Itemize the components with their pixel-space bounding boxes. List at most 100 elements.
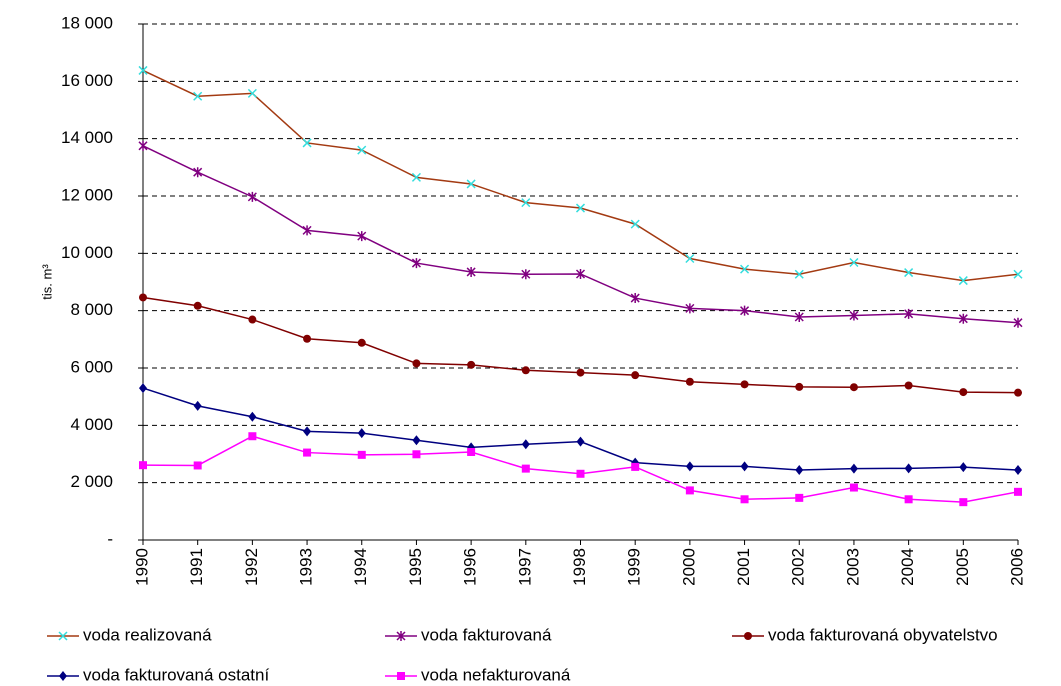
x-tick-label: 1990 [132,548,151,586]
marker [849,483,858,492]
marker [631,462,640,471]
marker [849,257,859,268]
marker [248,432,257,441]
marker [411,258,421,269]
marker [303,426,312,437]
series [139,293,1022,397]
legend-marker [396,631,406,641]
y-tick-label: - [107,529,113,548]
y-tick-label: 18 000 [61,13,113,32]
marker [1014,388,1022,397]
marker [357,145,367,155]
legend-item: voda nefakturovaná [385,665,571,684]
marker [685,303,695,314]
x-tick-label: 1992 [242,548,261,586]
y-tick-label: 4 000 [70,415,113,434]
marker [959,388,968,397]
legend-label: voda fakturovaná obyvatelstvo [768,625,998,644]
legend-item: voda fakturovaná ostatní [47,665,269,684]
legend-item: voda fakturovaná obyvatelstvo [732,625,998,644]
marker [740,461,749,472]
x-tick-label: 1994 [351,548,370,586]
marker [412,435,421,446]
marker [193,91,203,101]
marker [1014,465,1022,476]
series-line [142,145,1019,324]
y-tick-label: 8 000 [70,300,113,319]
marker [795,493,804,502]
marker [521,439,530,450]
marker [959,462,968,473]
legend-label: voda nefakturovaná [421,665,571,684]
marker [1013,269,1023,279]
marker [521,269,531,280]
marker [357,428,366,439]
marker [631,371,640,380]
marker [630,293,640,304]
marker [849,310,859,321]
x-tick-label: 2003 [843,548,862,586]
marker [521,464,530,473]
marker [193,301,202,310]
marker [139,461,147,470]
marker [139,383,147,394]
marker [630,219,640,229]
marker [138,140,148,151]
series [139,383,1022,476]
y-tick-label: 10 000 [61,243,113,262]
marker [575,268,586,279]
x-tick-label: 2001 [734,548,753,586]
y-tick-label: 14 000 [61,128,113,147]
legend-marker [397,672,405,680]
x-tick-label: 2004 [898,548,917,586]
series-line [142,69,1019,282]
x-tick-label: 2002 [789,548,808,586]
marker [412,359,421,368]
marker [411,172,421,182]
series-line [142,296,1019,394]
marker [247,191,257,202]
marker [521,198,531,208]
marker [247,88,257,98]
marker [466,266,476,277]
marker [740,495,749,504]
marker [248,315,257,324]
marker [575,203,586,213]
x-tick-label: 1997 [515,548,534,586]
series-line [142,387,1019,471]
y-axis-label: tis. m³ [39,264,54,300]
marker [467,447,476,456]
marker [357,231,367,242]
legend-marker [58,631,68,641]
y-tick-label: 16 000 [61,71,113,90]
marker [467,360,476,369]
marker [904,495,913,504]
marker [357,450,366,459]
marker [795,382,804,391]
x-tick-label: 1991 [187,548,206,586]
x-tick-label: 1999 [625,548,644,586]
marker [958,313,968,324]
x-tick-label: 1998 [570,548,589,586]
marker [685,377,694,386]
y-tick-label: 2 000 [70,472,113,491]
marker [248,411,257,422]
y-tick-label: 12 000 [61,185,113,204]
marker [138,65,148,75]
marker [959,498,968,507]
x-tick-label: 2006 [1007,548,1026,586]
marker [740,305,750,316]
series [138,140,1023,328]
legend-label: voda fakturovaná ostatní [83,665,269,684]
marker [357,338,366,347]
x-tick-label: 2000 [679,548,698,586]
marker [139,293,147,302]
legend-item: voda realizovaná [47,625,212,644]
legend-item: voda fakturovaná [385,625,552,644]
marker [685,461,694,472]
marker [740,380,749,389]
legend-label: voda fakturovaná [421,625,552,644]
marker [685,486,694,495]
marker [302,138,312,148]
